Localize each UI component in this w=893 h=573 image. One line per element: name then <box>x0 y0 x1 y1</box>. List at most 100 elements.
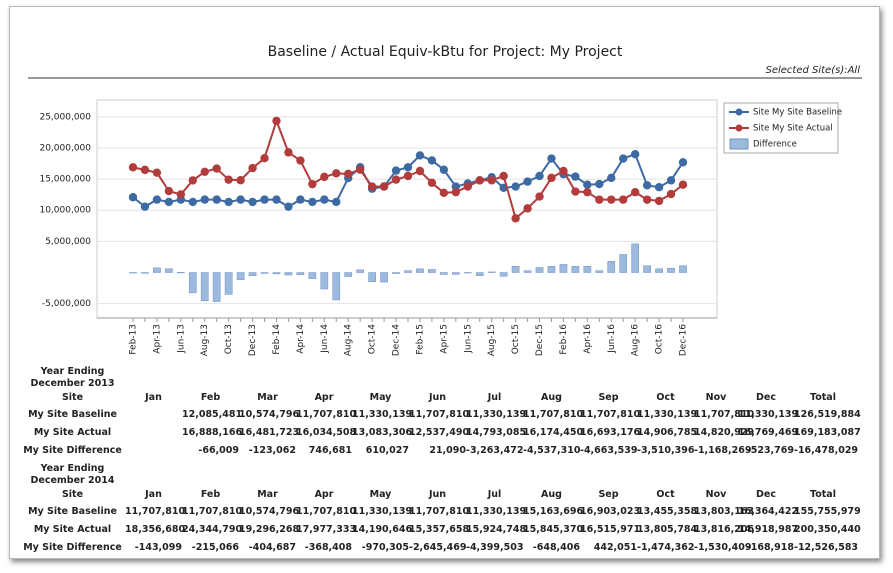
x-tick-label: Jun-16 <box>607 324 617 354</box>
column-header: Apr <box>314 489 334 500</box>
point <box>236 176 245 185</box>
cell: 11,707,810 <box>523 408 584 420</box>
point <box>523 177 532 186</box>
point <box>415 151 425 160</box>
cell: 18,356,680 <box>125 523 186 535</box>
bar <box>667 267 675 273</box>
point <box>535 171 544 181</box>
cell: -16,478,029 <box>794 444 859 456</box>
point <box>224 175 233 184</box>
bar <box>607 261 616 273</box>
point <box>642 195 652 204</box>
point <box>248 163 257 173</box>
cell <box>125 423 182 441</box>
point <box>284 148 293 157</box>
point <box>308 197 317 207</box>
cell: 11,707,810 <box>296 408 357 420</box>
point <box>595 195 604 204</box>
bar <box>165 268 173 273</box>
point <box>212 195 221 204</box>
column-header: Dec <box>756 392 776 403</box>
point <box>188 197 197 207</box>
bar <box>236 272 245 281</box>
bar <box>380 272 388 283</box>
x-tick-label: Oct-13 <box>224 324 234 354</box>
x-tick-label: Oct-14 <box>368 324 378 355</box>
point <box>248 197 257 207</box>
point <box>260 153 269 163</box>
cell: 12,537,490 <box>409 426 470 438</box>
point <box>391 175 401 184</box>
cell: 16,693,176 <box>580 426 641 438</box>
bar <box>475 272 484 276</box>
point <box>128 193 138 202</box>
cell: 16,888,166 <box>182 426 243 438</box>
cell: 11,707,810 <box>409 505 470 517</box>
header-row: Site Jan Feb Mar Apr May Jun Jul Aug Sep Oct Nov Dec… <box>20 487 852 502</box>
point <box>403 163 413 172</box>
column-header: Mar <box>257 392 278 403</box>
bar <box>583 266 592 273</box>
cell: -1,474,362 <box>637 541 695 553</box>
point <box>630 187 640 197</box>
cell: 14,190,646 <box>352 523 413 535</box>
bar <box>631 243 640 273</box>
column-header: Jan <box>145 392 162 403</box>
point <box>535 192 544 201</box>
x-tick-label: Dec-16 <box>679 324 689 356</box>
point <box>367 182 377 191</box>
bar <box>248 272 257 277</box>
bar <box>595 270 604 273</box>
point <box>571 187 580 196</box>
point <box>595 179 604 189</box>
point <box>678 180 688 189</box>
cell: 11,330,139 <box>738 408 799 420</box>
bar <box>428 269 436 273</box>
column-header: Sep <box>598 489 619 500</box>
point <box>583 180 592 189</box>
bar <box>559 264 568 273</box>
column-header: Jun <box>428 392 447 403</box>
cell: -12,526,583 <box>794 541 859 553</box>
point <box>654 196 664 206</box>
point <box>176 190 186 199</box>
cell: 200,350,440 <box>794 523 861 535</box>
bar <box>176 272 185 274</box>
cell: 11,330,139 <box>466 505 527 517</box>
legend-swatch <box>729 138 749 150</box>
cell: 11,330,139 <box>352 408 413 420</box>
x-tick-label: Apr-16 <box>583 324 593 354</box>
bar <box>440 272 448 275</box>
point <box>152 195 162 204</box>
point <box>427 156 437 165</box>
point <box>200 167 209 176</box>
row-label: My Site Baseline <box>28 408 117 420</box>
cell: 16,515,971 <box>580 523 641 535</box>
cell: 15,924,748 <box>466 523 527 535</box>
column-header: Site <box>61 489 84 500</box>
point <box>236 195 245 204</box>
cell: 16,174,450 <box>523 426 584 438</box>
caption-row: Year Ending December 2013 <box>20 366 852 390</box>
point <box>463 182 472 191</box>
cell: -4,663,539 <box>580 444 638 456</box>
bar <box>511 266 520 273</box>
table-row: My Site Actual 16,888,166 16,481,723 16,034… <box>20 423 861 441</box>
point <box>296 195 305 204</box>
bar <box>308 272 317 279</box>
bar <box>451 272 460 275</box>
point <box>654 183 664 192</box>
column-header: Feb <box>200 392 221 403</box>
x-tick-label: Aug-15 <box>487 324 497 356</box>
point <box>630 149 640 159</box>
point <box>355 165 365 174</box>
cell: 16,903,023 <box>580 505 641 517</box>
bar <box>487 271 496 273</box>
column-header: Site <box>61 392 84 403</box>
cell: 13,455,358 <box>637 505 698 517</box>
point <box>128 163 138 172</box>
column-header: Nov <box>705 392 727 403</box>
point <box>523 204 532 213</box>
bar <box>212 272 221 302</box>
cell: -3,510,396 <box>637 444 695 456</box>
